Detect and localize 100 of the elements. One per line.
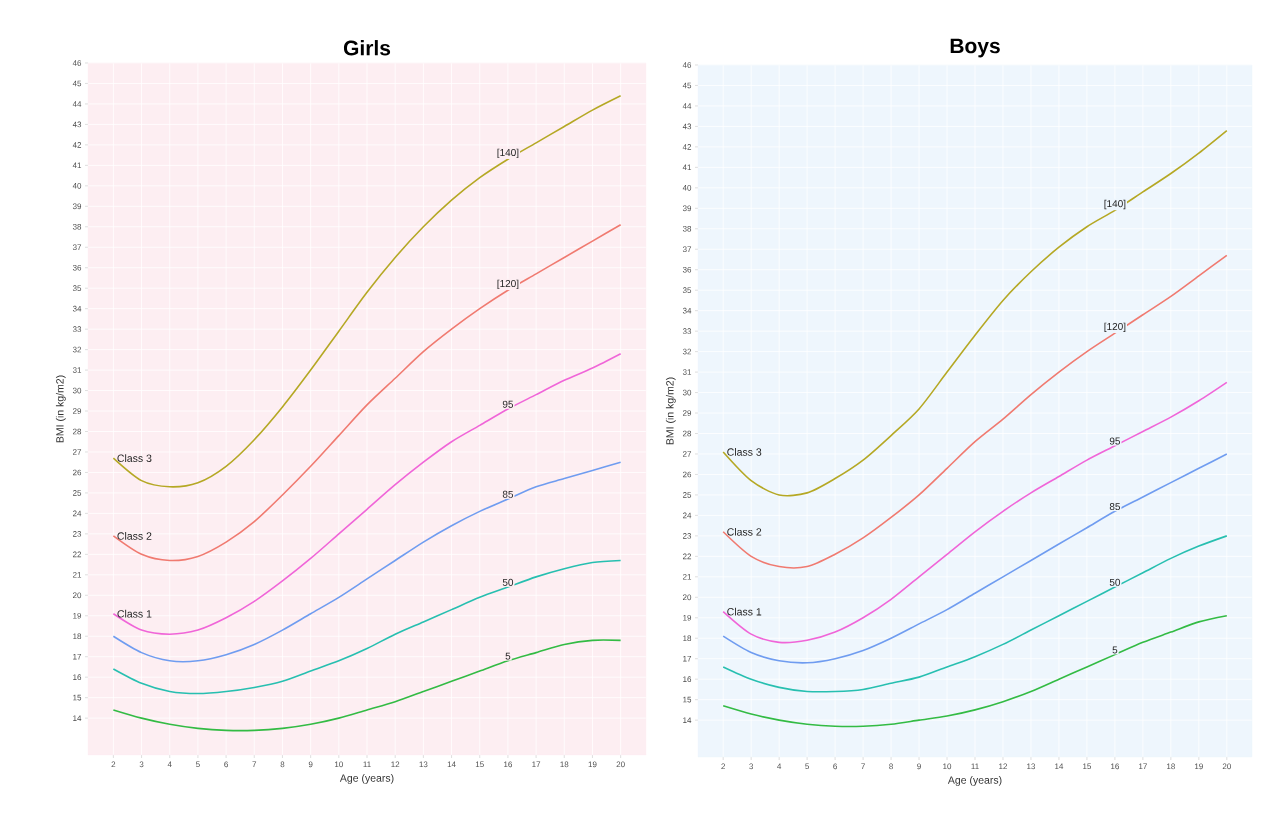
y-tick-label: 38 [682, 225, 692, 232]
x-tick-label: 16 [1111, 763, 1119, 770]
x-tick-label: 14 [1055, 763, 1064, 770]
annotation: Class 2 [727, 527, 762, 536]
y-tick-label: 32 [682, 348, 692, 355]
x-tick-label: 6 [224, 761, 228, 768]
x-tick-label: 7 [252, 761, 257, 768]
line-series [112, 94, 622, 488]
x-tick-label: 6 [833, 763, 837, 770]
y-tick-label: 21 [682, 574, 692, 580]
y-tick-label: 40 [682, 185, 692, 191]
x-tick-label: 18 [560, 761, 569, 768]
y-tick-label: 41 [72, 162, 82, 169]
y-tick-label: 42 [72, 142, 82, 148]
x-tick-label: 11 [363, 761, 371, 768]
y-tick-label: 42 [682, 144, 692, 150]
series-label: 85 [502, 490, 514, 498]
y-tick-label: 32 [72, 346, 82, 353]
x-tick-label: 2 [721, 763, 726, 770]
x-tick-label: 13 [1027, 763, 1036, 770]
y-tick-label: 41 [682, 164, 692, 171]
line-series [112, 461, 622, 663]
y-tick-label: 30 [682, 389, 692, 396]
chart-title: Boys [950, 38, 1000, 58]
y-tick-label: 37 [72, 244, 82, 251]
x-tick-label: 9 [308, 761, 313, 768]
y-tick-label: 23 [682, 533, 692, 539]
y-tick-label: 14 [73, 715, 82, 721]
line-series [112, 559, 622, 695]
y-tick-label: 26 [682, 471, 692, 478]
series-label: 5 [505, 652, 511, 660]
y-tick-label: 15 [73, 694, 82, 701]
y-tick-label: 35 [682, 287, 692, 294]
y-tick-label: 43 [682, 123, 692, 130]
y-tick-label: 24 [72, 510, 82, 517]
y-tick-label: 14 [683, 717, 692, 723]
y-tick-label: 29 [72, 408, 82, 414]
y-axis-title: BMI (in kg/m2) [665, 377, 676, 445]
x-tick-label: 15 [475, 761, 484, 768]
x-tick-label: 10 [334, 761, 343, 768]
y-tick-label: 29 [682, 410, 692, 416]
x-tick-label: 4 [167, 761, 172, 768]
series-label: [120] [497, 279, 519, 290]
x-axis-title: Age (years) [947, 776, 1002, 786]
y-tick-label: 16 [73, 674, 82, 681]
y-tick-label: 45 [72, 80, 82, 87]
y-tick-label: 36 [72, 264, 82, 271]
series-label: 85 [1109, 503, 1121, 511]
y-tick-label: 37 [682, 246, 692, 253]
y-tick-label: 19 [683, 614, 692, 621]
x-tick-label: 11 [971, 763, 979, 770]
y-tick-label: 15 [683, 696, 692, 703]
x-tick-label: 8 [280, 761, 285, 768]
series-label: [120] [1104, 322, 1126, 332]
x-tick-label: 17 [532, 761, 541, 768]
y-tick-label: 27 [72, 449, 82, 455]
x-tick-label: 3 [749, 763, 754, 770]
y-tick-label: 33 [72, 326, 82, 332]
y-tick-label: 40 [72, 183, 82, 189]
y-tick-label: 31 [72, 367, 82, 373]
y-tick-label: 35 [72, 285, 82, 292]
x-tick-label: 2 [111, 761, 116, 768]
y-tick-label: 43 [72, 121, 82, 128]
annotation: Class 1 [727, 607, 762, 616]
y-axis-title: BMI (in kg/m2) [55, 375, 66, 443]
annotation: Class 2 [117, 532, 152, 540]
x-tick-label: 15 [1083, 763, 1092, 770]
y-tick-label: 17 [73, 653, 82, 660]
line-series [722, 535, 1228, 693]
series-label: 50 [1109, 578, 1121, 586]
x-tick-label: 9 [917, 763, 921, 770]
line-series [722, 129, 1228, 497]
x-tick-label: 12 [391, 761, 400, 768]
y-tick-label: 21 [72, 572, 82, 578]
y-tick-label: 33 [682, 328, 692, 334]
x-tick-label: 18 [1167, 763, 1175, 770]
y-tick-label: 19 [73, 612, 82, 619]
y-tick-label: 30 [72, 387, 82, 394]
y-tick-label: 24 [682, 512, 692, 519]
x-tick-label: 12 [999, 763, 1008, 770]
x-tick-label: 8 [889, 763, 893, 770]
y-tick-label: 20 [682, 594, 692, 601]
line-series [112, 352, 622, 635]
y-tick-label: 23 [72, 531, 82, 537]
y-tick-label: 44 [72, 101, 82, 107]
x-tick-label: 14 [447, 761, 456, 768]
y-tick-label: 44 [682, 103, 692, 109]
y-tick-label: 46 [72, 60, 82, 66]
y-tick-label: 25 [682, 492, 692, 498]
x-tick-label: 7 [861, 763, 865, 770]
y-tick-label: 17 [683, 655, 692, 662]
x-tick-label: 13 [419, 761, 428, 768]
line-series [112, 639, 622, 732]
x-tick-label: 5 [196, 761, 200, 768]
x-axis-title: Age (years) [339, 774, 394, 784]
chart-title: Girls [343, 40, 391, 56]
y-tick-label: 22 [682, 553, 692, 560]
x-tick-label: 16 [504, 761, 513, 768]
y-tick-label: 36 [682, 266, 692, 273]
y-tick-label: 28 [72, 428, 82, 435]
